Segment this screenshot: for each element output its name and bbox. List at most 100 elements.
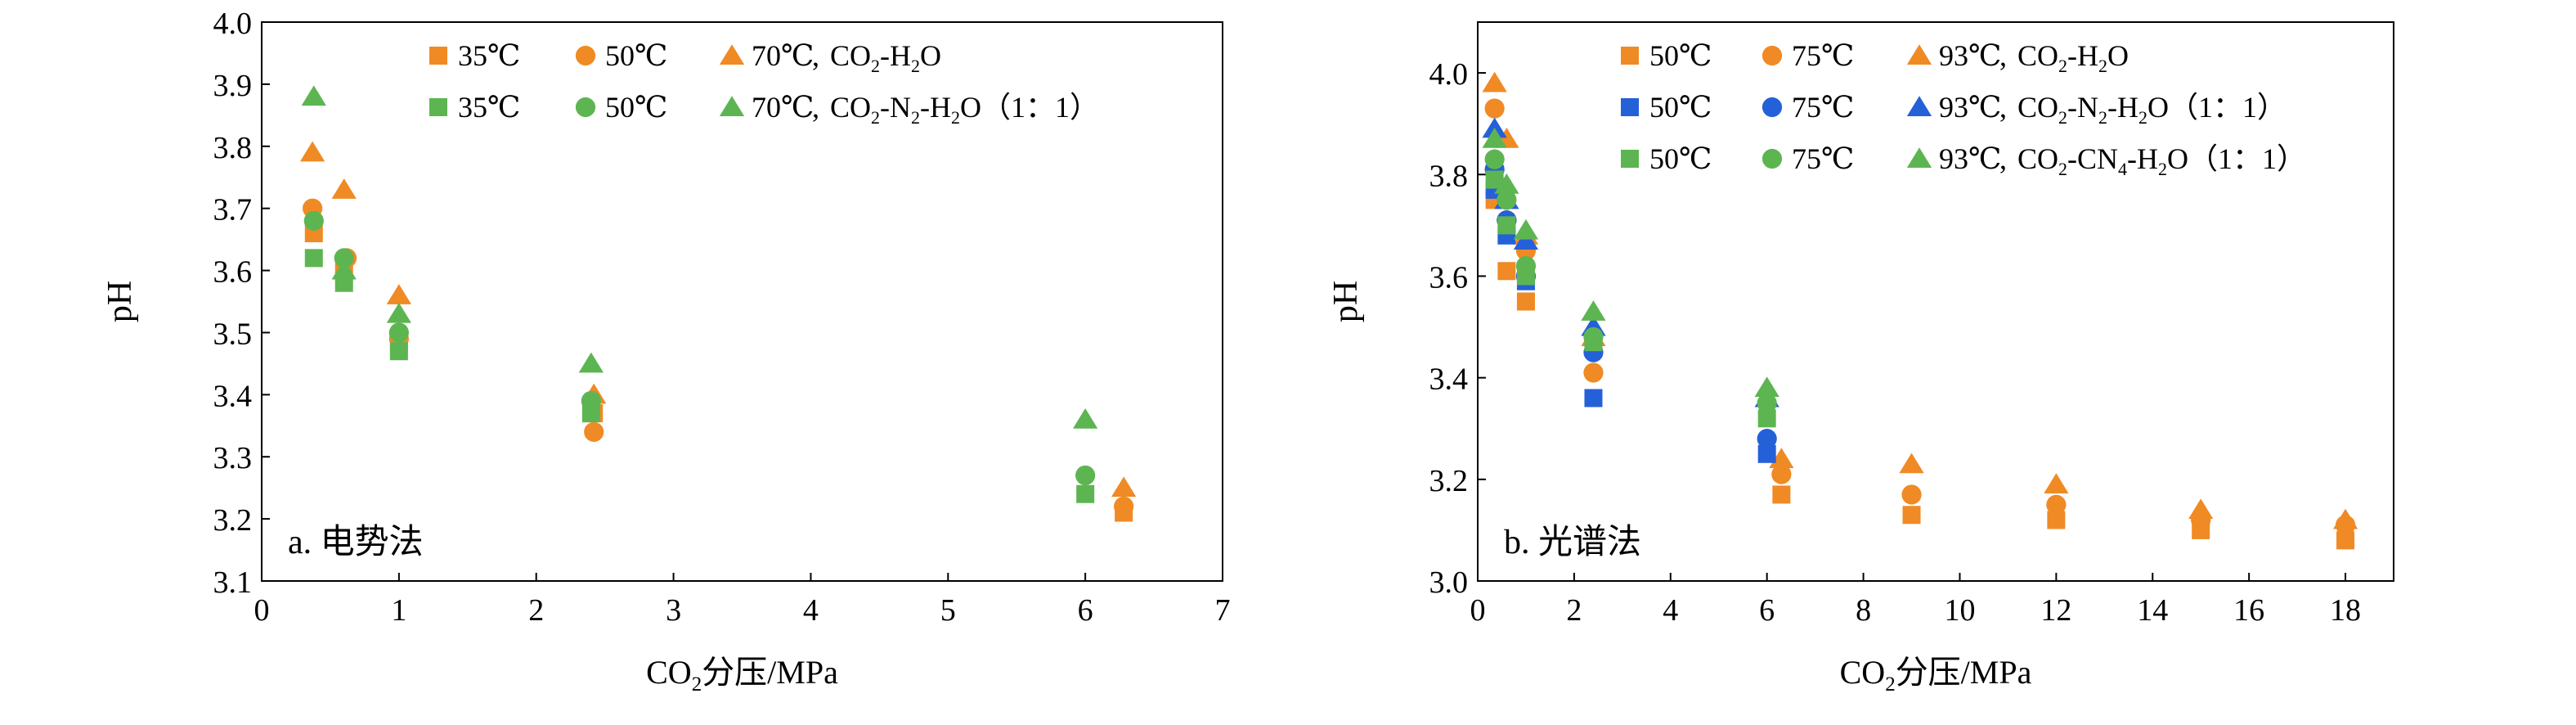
legend-system-label: CO2​-H2​O [830, 39, 941, 76]
data-point [1073, 408, 1098, 429]
y-tick-label: 3.1 [213, 565, 253, 600]
data-point [388, 322, 409, 343]
data-point [1482, 71, 1507, 92]
x-tick-label: 18 [2330, 593, 2361, 628]
legend-marker [1621, 47, 1639, 65]
chart-panel-a: 3.1 3.2 3.3 3.4 3.5 3.6 3.7 3.8 3.9 4.0 0 1 2 3 4 5 6 7 CO… [101, 7, 1231, 696]
panel-label: b. 光谱法 [1504, 524, 1641, 561]
data-point [1076, 484, 1095, 503]
legend-label: 70℃ [752, 91, 814, 124]
y-tick-label: 3.0 [1429, 565, 1469, 600]
x-tick-label: 12 [2040, 593, 2071, 628]
legend-marker [1621, 98, 1639, 116]
data-point [2332, 508, 2358, 529]
x-tick-label: 7 [1215, 593, 1231, 628]
y-axis-label: pH [101, 281, 139, 322]
legend-marker [1761, 97, 1783, 118]
legend-marker [1906, 147, 1932, 168]
x-tick-label: 8 [1856, 593, 1871, 628]
series-2 [1482, 71, 2358, 529]
x-tick-label: 16 [2233, 593, 2264, 628]
data-point [303, 210, 324, 231]
legend-label: 35℃ [458, 91, 520, 124]
plot-frame [261, 21, 1223, 582]
data-point [1482, 128, 1507, 148]
data-point [1754, 376, 1779, 398]
data-point [1901, 484, 1922, 505]
legend-system-label: CO2​-N2​-H2​O（1：1） [2017, 91, 2287, 128]
data-point [1771, 464, 1792, 484]
x-tick-label: 2 [1566, 593, 1582, 628]
legend-label: 70℃ [752, 39, 814, 72]
legend-label: 50℃ [1649, 39, 1712, 72]
data-point [2188, 498, 2214, 520]
data-point [578, 352, 604, 373]
panel-label: a. 电势法 [288, 524, 424, 561]
x-tick-label: 0 [1470, 593, 1486, 628]
x-axis-label: CO2​分压/MPa [646, 654, 838, 696]
series-4 [303, 210, 1096, 486]
x-tick-label: 6 [1759, 593, 1775, 628]
data-point [1111, 476, 1137, 498]
series-1 [303, 198, 1134, 517]
data-point [389, 342, 408, 361]
data-point [1902, 506, 1921, 525]
data-point [2336, 531, 2355, 550]
data-point [1494, 173, 1519, 194]
data-point [386, 302, 411, 323]
legend-label: 93℃ [1939, 39, 2001, 72]
data-point [304, 249, 323, 268]
y-tick-label: 3.8 [213, 131, 253, 165]
data-point [1581, 300, 1606, 321]
y-tick-label: 4.0 [1429, 57, 1469, 92]
data-point [581, 390, 601, 412]
data-point [584, 421, 604, 442]
data-point [1484, 98, 1505, 119]
legend-label: 75℃ [1792, 39, 1854, 72]
legend-marker [1906, 96, 1932, 116]
y-tick-label: 3.2 [1429, 464, 1469, 498]
series-7 [1484, 149, 1777, 413]
data-point [1515, 255, 1537, 277]
series-0 [304, 224, 1133, 522]
legend-marker [429, 98, 447, 116]
legend-separator: , [1999, 91, 2007, 124]
x-tick-label: 6 [1078, 593, 1093, 628]
data-point [1772, 485, 1791, 504]
data-point [1584, 389, 1603, 408]
data-point [1497, 216, 1516, 235]
legend-label: 50℃ [1649, 142, 1712, 175]
legend-label: 93℃ [1939, 91, 2001, 124]
data-point [1485, 170, 1504, 189]
x-axis-label: CO2​分压/MPa [1840, 654, 2032, 696]
data-point [1757, 429, 1777, 449]
legend-marker [575, 97, 596, 118]
data-point [1497, 262, 1516, 281]
series-3 [304, 249, 1095, 503]
data-point [2047, 511, 2066, 529]
x-tick-label: 4 [803, 593, 819, 628]
data-point [299, 141, 325, 162]
data-point [1516, 292, 1535, 311]
legend-separator: , [812, 39, 819, 72]
data-point [1583, 362, 1604, 383]
y-tick-label: 3.2 [213, 503, 253, 538]
data-point [2044, 473, 2069, 494]
data-point [331, 259, 357, 280]
y-tick-label: 3.8 [1429, 159, 1469, 193]
data-point [2046, 494, 2067, 515]
series-5 [301, 85, 1098, 429]
legend-separator: , [1999, 39, 2007, 72]
chart-b: 3.0 3.2 3.4 3.6 3.8 4.0 0 2 4 6 8 10 12 14 16 18 CO2​分压/… [1327, 21, 2394, 696]
legend-separator: , [812, 91, 819, 124]
legend-marker [575, 45, 596, 66]
legend-marker [719, 96, 745, 116]
series-3 [1485, 180, 1776, 463]
data-point [1497, 190, 1517, 210]
y-tick-label: 3.9 [213, 69, 253, 103]
legend-label: 35℃ [458, 39, 520, 72]
x-tick-label: 1 [391, 593, 406, 628]
y-tick-label: 3.3 [213, 441, 253, 475]
data-point [1583, 326, 1604, 348]
data-point [331, 178, 357, 199]
